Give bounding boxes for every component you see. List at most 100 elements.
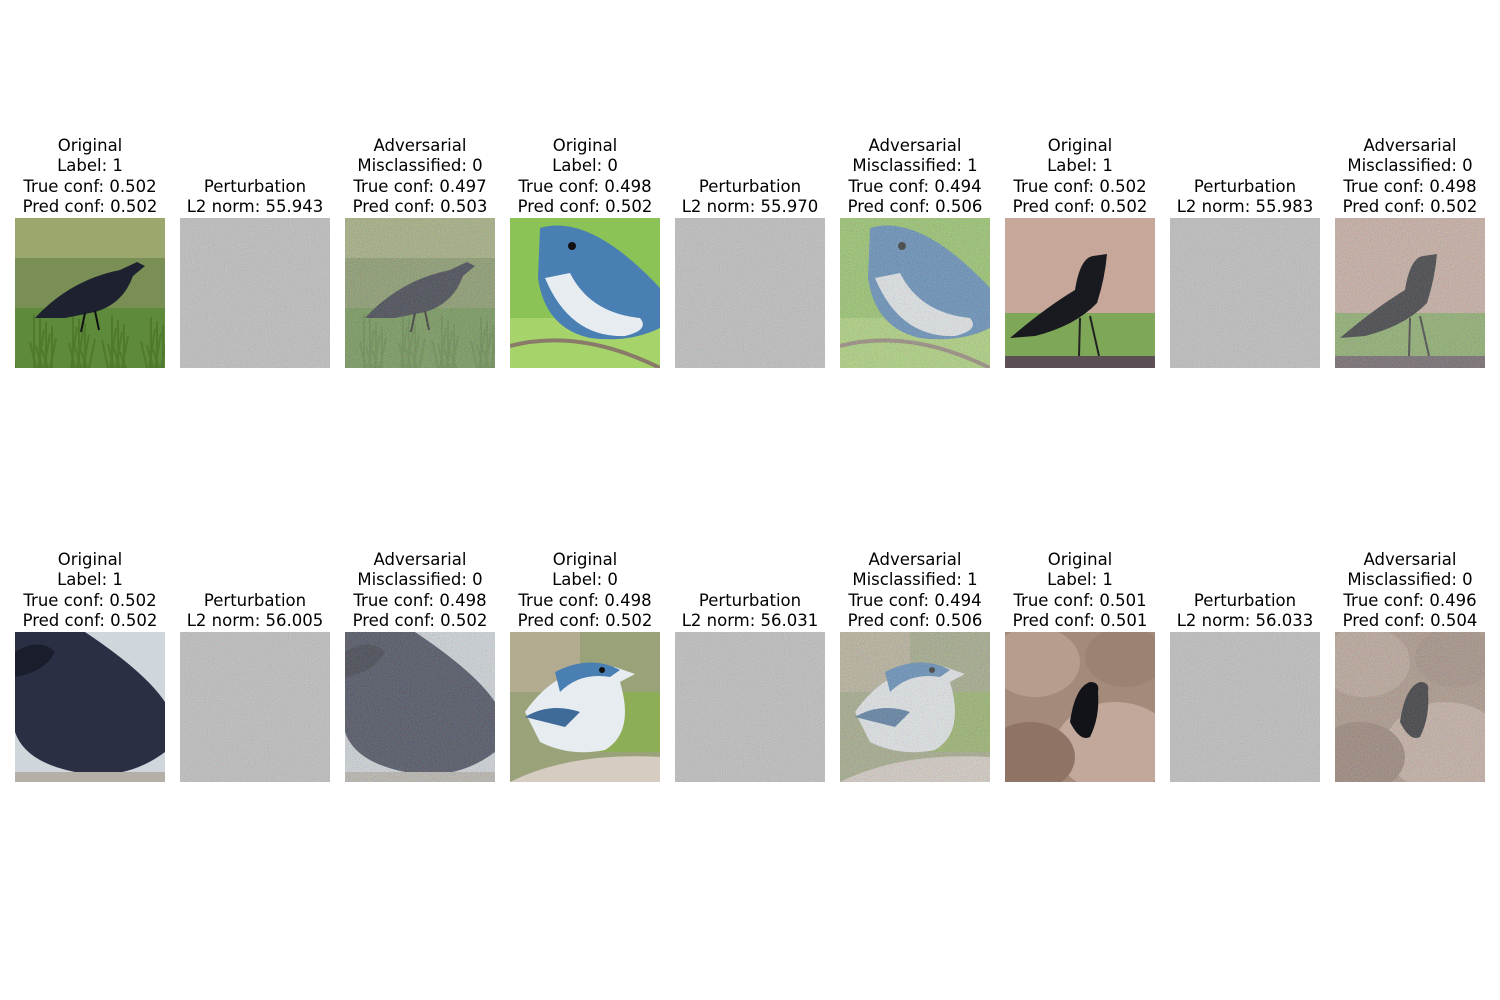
panel-perturbation: Perturbation L2 norm: 56.031 <box>675 512 825 782</box>
title-line: Adversarial <box>868 135 962 155</box>
title-line: True conf: 0.501 <box>1013 590 1147 610</box>
title-line: Misclassified: 0 <box>1347 156 1473 176</box>
panel-original: Original Label: 1 True conf: 0.502 Pred con… <box>15 512 165 782</box>
warbler-shape <box>525 666 635 753</box>
panel-title: Perturbation L2 norm: 56.033 <box>1150 512 1340 632</box>
title-line: Misclassified: 0 <box>1347 570 1473 590</box>
title-line: Label: 1 <box>57 570 123 590</box>
title-line: Pred conf: 0.502 <box>22 611 158 631</box>
panel-title: Adversarial Misclassified: 0 True conf: 0.… <box>1315 98 1500 218</box>
title-line: True conf: 0.498 <box>518 590 652 610</box>
panel-title: Perturbation L2 norm: 55.983 <box>1150 98 1340 218</box>
title-line: L2 norm: 55.943 <box>186 197 324 217</box>
crow-shape <box>15 632 165 775</box>
crow-shape <box>35 262 145 318</box>
panel-adversarial: Adversarial Misclassified: 0 True conf: 0.… <box>1335 98 1485 368</box>
panel-title: Adversarial Misclassified: 0 True conf: 0.… <box>325 512 515 632</box>
title-line: Pred conf: 0.506 <box>847 611 983 631</box>
title-line: True conf: 0.498 <box>1343 176 1477 196</box>
title-line: Perturbation <box>203 176 307 196</box>
title-line: Perturbation <box>1193 590 1297 610</box>
original-image <box>510 218 660 368</box>
panel-adversarial: Adversarial Misclassified: 1 True conf: 0.… <box>840 512 990 782</box>
title-line: True conf: 0.498 <box>518 176 652 196</box>
title-line: L2 norm: 56.033 <box>1176 611 1314 631</box>
panel-title: Perturbation L2 norm: 55.943 <box>160 98 350 218</box>
title-line: Pred conf: 0.502 <box>517 611 653 631</box>
original-image <box>15 632 165 782</box>
perturbation-image <box>675 632 825 782</box>
title-line: Original <box>1047 135 1113 155</box>
title-line: Adversarial <box>1363 549 1457 569</box>
panel-perturbation: Perturbation L2 norm: 56.005 <box>180 512 330 782</box>
crow-shape <box>1070 682 1099 738</box>
title-line: Pred conf: 0.504 <box>1342 611 1478 631</box>
title-line: Label: 0 <box>552 570 618 590</box>
perturbation-image <box>1170 218 1320 368</box>
title-line: Misclassified: 0 <box>357 570 483 590</box>
title-line: Label: 1 <box>1047 570 1113 590</box>
panel-adversarial: Adversarial Misclassified: 0 True conf: 0.… <box>345 512 495 782</box>
title-line: Label: 0 <box>552 156 618 176</box>
panel-adversarial: Adversarial Misclassified: 0 True conf: 0.… <box>345 98 495 368</box>
title-line: Adversarial <box>868 549 962 569</box>
adversarial-image <box>840 632 990 782</box>
panel-perturbation: Perturbation L2 norm: 55.983 <box>1170 98 1320 368</box>
panel-original: Original Label: 1 True conf: 0.502 Pred con… <box>1005 98 1155 368</box>
original-image <box>1005 218 1155 368</box>
adversarial-image <box>1335 632 1485 782</box>
panel-original: Original Label: 1 True conf: 0.502 Pred con… <box>15 98 165 368</box>
title-line: Original <box>1047 549 1113 569</box>
title-line: L2 norm: 55.983 <box>1176 197 1314 217</box>
panel-title: Original Label: 1 True conf: 0.502 Pred con… <box>0 512 185 632</box>
title-line: Perturbation <box>698 590 802 610</box>
adversarial-image <box>1335 218 1485 368</box>
title-line: True conf: 0.502 <box>1013 176 1147 196</box>
panel-perturbation: Perturbation L2 norm: 55.970 <box>675 98 825 368</box>
original-image <box>15 218 165 368</box>
title-line: True conf: 0.496 <box>1343 590 1477 610</box>
title-line: Original <box>552 549 618 569</box>
perturbation-image <box>675 218 825 368</box>
panel-original: Original Label: 0 True conf: 0.498 Pred con… <box>510 98 660 368</box>
title-line: Adversarial <box>373 135 467 155</box>
panel-original: Original Label: 0 True conf: 0.498 Pred con… <box>510 512 660 782</box>
title-line: True conf: 0.502 <box>23 176 157 196</box>
perturbation-image <box>1170 632 1320 782</box>
panel-title: Perturbation L2 norm: 55.970 <box>655 98 845 218</box>
crow-shape <box>1010 254 1107 338</box>
panel-title: Perturbation L2 norm: 56.031 <box>655 512 845 632</box>
title-line: True conf: 0.502 <box>23 590 157 610</box>
panel-original: Original Label: 1 True conf: 0.501 Pred con… <box>1005 512 1155 782</box>
title-line: True conf: 0.494 <box>848 590 982 610</box>
title-line: Original <box>57 135 123 155</box>
original-image <box>510 632 660 782</box>
title-line: True conf: 0.497 <box>353 176 487 196</box>
panel-title: Adversarial Misclassified: 0 True conf: 0.… <box>325 98 515 218</box>
title-line: Perturbation <box>203 590 307 610</box>
panel-title: Original Label: 0 True conf: 0.498 Pred con… <box>490 512 680 632</box>
title-line: Label: 1 <box>1047 156 1113 176</box>
adversarial-image <box>345 218 495 368</box>
adversarial-image <box>840 218 990 368</box>
title-line: True conf: 0.494 <box>848 176 982 196</box>
title-line: L2 norm: 55.970 <box>681 197 819 217</box>
perturbation-image <box>180 632 330 782</box>
panel-title: Original Label: 0 True conf: 0.498 Pred con… <box>490 98 680 218</box>
title-line: Pred conf: 0.501 <box>1012 611 1148 631</box>
title-line: Pred conf: 0.502 <box>352 611 488 631</box>
panel-title: Original Label: 1 True conf: 0.502 Pred con… <box>985 98 1175 218</box>
title-line: Pred conf: 0.502 <box>1012 197 1148 217</box>
title-line: Pred conf: 0.502 <box>517 197 653 217</box>
title-line: Pred conf: 0.506 <box>847 197 983 217</box>
panel-perturbation: Perturbation L2 norm: 56.033 <box>1170 512 1320 782</box>
panel-title: Adversarial Misclassified: 1 True conf: 0.… <box>820 98 1010 218</box>
title-line: Perturbation <box>698 176 802 196</box>
title-line: L2 norm: 56.005 <box>186 611 324 631</box>
figure-row-1: Original Label: 1 True conf: 0.502 Pred con… <box>0 98 1500 368</box>
title-line: Pred conf: 0.502 <box>22 197 158 217</box>
original-image <box>1005 632 1155 782</box>
perturbation-image <box>180 218 330 368</box>
title-line: Pred conf: 0.502 <box>1342 197 1478 217</box>
title-line: True conf: 0.498 <box>353 590 487 610</box>
